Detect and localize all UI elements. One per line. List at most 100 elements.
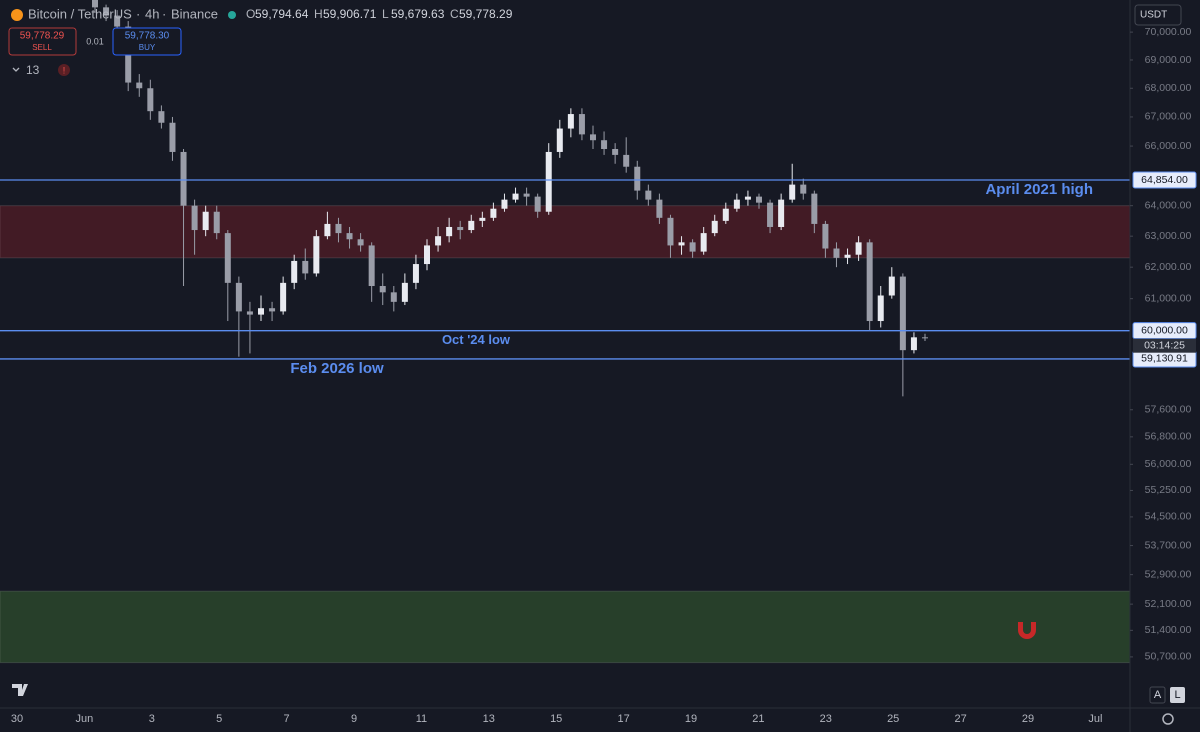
candle-body [191, 205, 198, 231]
x-tick-label: 27 [954, 713, 966, 725]
candle-body [678, 242, 685, 246]
magnet-icon[interactable] [1018, 622, 1036, 639]
countdown-box [1133, 338, 1196, 353]
level-name: April 2021 high [985, 181, 1093, 198]
candle-body [866, 242, 873, 322]
y-tick-label: 51,400.00 [1145, 624, 1192, 636]
candle-body [103, 7, 110, 16]
y-tick-label: 54,500.00 [1145, 511, 1192, 523]
level-label-box [1132, 171, 1197, 189]
x-tick-label: 30 [11, 713, 23, 725]
buy-label: BUY [139, 43, 156, 52]
sell-label: SELL [32, 43, 52, 52]
y-tick-label: 62,000.00 [1145, 261, 1192, 273]
zone [0, 590, 1131, 664]
candle-body [302, 260, 309, 274]
y-tick-label: 56,800.00 [1145, 431, 1192, 443]
y-tick-label: 52,900.00 [1145, 568, 1192, 580]
candle-body [324, 223, 331, 237]
interval: 4h [145, 6, 159, 21]
y-tick-label: 50,700.00 [1145, 651, 1192, 663]
currency-box[interactable] [1134, 4, 1182, 26]
y-tick-label: 67,000.00 [1145, 111, 1192, 123]
x-tick-label: 29 [1022, 713, 1034, 725]
ohlc-key: H [314, 7, 323, 21]
candle-body [756, 196, 762, 203]
candle-body [346, 233, 353, 240]
ohlc-value: 59,679.63 [391, 7, 445, 21]
alert-icon[interactable] [58, 64, 70, 76]
sell-button[interactable] [8, 27, 77, 56]
candle-body [590, 134, 596, 141]
candle-body [556, 128, 563, 152]
candles [92, 0, 928, 397]
tv-logo [12, 684, 28, 696]
candle-body [822, 223, 829, 249]
y-tick-label: 66,000.00 [1145, 140, 1192, 152]
candle-body [479, 217, 486, 221]
x-tick-label: 23 [820, 713, 832, 725]
zone [0, 205, 1131, 259]
candle-body [545, 151, 552, 212]
buy-price: 59,778.30 [125, 31, 170, 42]
auto-button[interactable] [1149, 686, 1166, 704]
y-tick-label: 55,250.00 [1145, 484, 1192, 496]
ohlc-key: O [246, 7, 255, 21]
x-tick-label: 25 [887, 713, 899, 725]
log-label: L [1174, 689, 1180, 701]
candle-body [744, 196, 751, 200]
y-tick-label: 53,700.00 [1145, 539, 1192, 551]
x-tick-label: 7 [284, 713, 290, 725]
candle-body [424, 245, 430, 265]
candle-body [612, 149, 619, 155]
settings-icon[interactable] [1162, 713, 1174, 725]
candle-body [711, 220, 718, 234]
candle-body [567, 114, 574, 129]
x-tick-label: 5 [216, 713, 222, 725]
separator: · [136, 6, 140, 21]
ohlc-value: 59,906.71 [323, 7, 377, 21]
candle-body [833, 248, 840, 258]
levels: April 2021 high Oct '24 low Feb 2026 low [0, 179, 1130, 377]
candle-body [169, 122, 176, 152]
candle-body [213, 211, 220, 234]
candle-body [136, 82, 143, 89]
candle-body [844, 254, 851, 258]
level-name: Feb 2026 low [290, 360, 384, 377]
x-tick-label: 15 [550, 713, 562, 725]
candle-body [578, 114, 585, 135]
x-tick-label: 17 [617, 713, 629, 725]
sell-price: 59,778.29 [20, 31, 65, 42]
x-tick-label: 13 [483, 713, 495, 725]
x-tick-label: Jul [1088, 713, 1102, 725]
candle-body [855, 242, 862, 255]
level-label: 59,130.91 [1141, 353, 1188, 365]
candle-body [645, 190, 652, 200]
candle-body [922, 337, 928, 339]
y-tick-label: 56,000.00 [1145, 458, 1192, 470]
auto-label: A [1154, 689, 1162, 701]
candle-body [158, 111, 165, 123]
ohlc-key: C [450, 7, 459, 21]
separator: · [162, 6, 166, 21]
candle-body [800, 184, 807, 194]
candle-body [390, 292, 397, 302]
candle-body [877, 295, 884, 322]
candle-body [202, 211, 209, 231]
candle-body [379, 286, 386, 293]
status-dot [228, 11, 236, 19]
candle-body [733, 199, 740, 209]
y-tick-label: 70,000.00 [1145, 26, 1192, 38]
collapse-icon[interactable] [12, 67, 20, 72]
log-button[interactable] [1170, 687, 1185, 703]
candle-body [601, 140, 608, 150]
buy-button[interactable] [112, 27, 182, 56]
indicator-count: 13 [26, 63, 40, 77]
candle-body [246, 311, 253, 315]
candle-body [523, 193, 530, 197]
candle-body [180, 151, 187, 206]
level-name: Oct '24 low [442, 332, 511, 347]
candle-body [114, 15, 121, 27]
